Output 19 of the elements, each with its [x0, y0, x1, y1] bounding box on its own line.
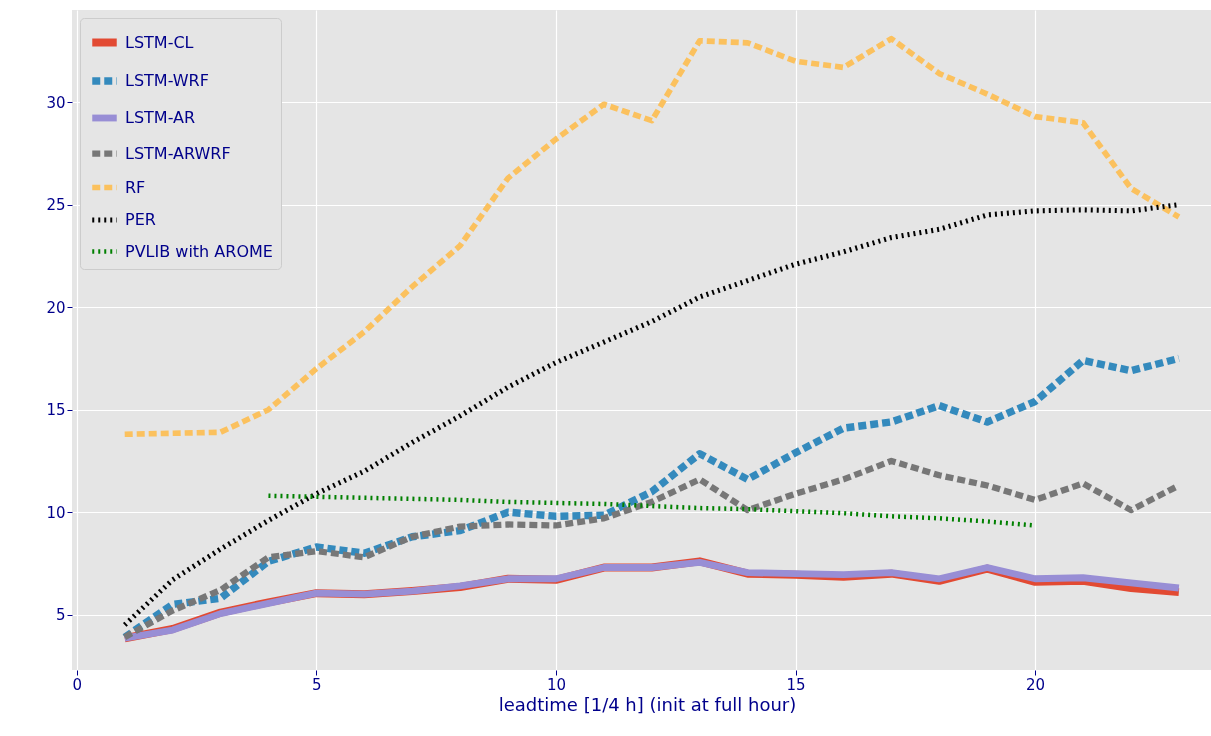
x-tick-label: 10: [546, 675, 567, 694]
y-tick-label: 25: [46, 196, 66, 215]
x-tick-label: 15: [786, 675, 806, 694]
legend-label: PER: [125, 210, 156, 229]
legend-label: LSTM-CL: [125, 32, 194, 52]
y-tick-label: 5: [55, 606, 66, 625]
y-tick-label: 10: [46, 503, 66, 522]
x-tick-label: 20: [1026, 675, 1046, 694]
legend-label: RF: [125, 177, 146, 197]
y-tick-label: 30: [46, 93, 66, 112]
x-axis-title: leadtime [1/4 h] (init at full hour): [498, 693, 797, 715]
y-tick-label: 20: [46, 298, 66, 317]
legend-label: LSTM-WRF: [125, 71, 209, 90]
y-tick-label: 15: [46, 401, 66, 420]
legend-label: PVLIB with AROME: [125, 241, 273, 261]
legend-label: LSTM-ARWRF: [125, 143, 231, 163]
x-tick-label: 0: [72, 675, 83, 694]
legend-label: LSTM-AR: [125, 108, 196, 127]
x-tick-label: 5: [312, 675, 322, 694]
